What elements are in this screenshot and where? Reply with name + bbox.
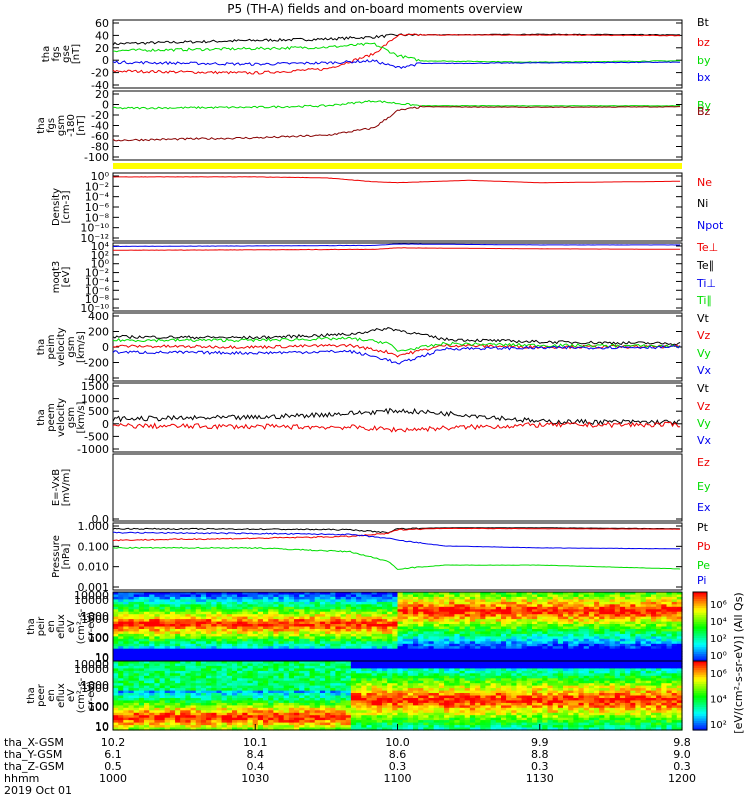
series-line-By xyxy=(113,101,680,110)
heatmap-ion xyxy=(113,592,683,662)
panel-ylabel: Pressure[nPa] xyxy=(51,535,72,578)
y-tick-label: -100 xyxy=(84,151,109,164)
series-line-Ne xyxy=(113,177,680,183)
legend-entry: Ti∥ xyxy=(696,294,712,307)
series-line-Pi xyxy=(113,532,680,549)
legend-entry: Vy xyxy=(697,417,711,430)
panel-frame xyxy=(113,313,682,381)
panel-frame xyxy=(113,91,682,160)
series-line-Te xyxy=(113,248,680,251)
legend-entry: Ti⊥ xyxy=(696,277,716,290)
series-line-Vz xyxy=(113,422,680,432)
panel-ylabel: Density[cm-3] xyxy=(51,188,72,226)
y-tick-label: 40 xyxy=(95,29,109,42)
y-tick-label: 1500 xyxy=(81,380,109,393)
series-line-Vt xyxy=(113,409,680,425)
legend-entry: Ne xyxy=(697,176,712,189)
series-line-Ti xyxy=(113,244,680,247)
legend-entry: by xyxy=(697,54,711,67)
legend-entry: Bt xyxy=(697,16,710,29)
y-tick-label: 20 xyxy=(95,42,109,55)
y-tick-label: 0.010 xyxy=(78,561,110,574)
legend-entry: Vy xyxy=(697,347,711,360)
legend-entry: Ez xyxy=(697,456,710,469)
y-tick-label: 1.000 xyxy=(78,520,110,533)
panel-density: Density[cm-3]10⁰10⁻²10⁻⁴10⁻⁶10⁻⁸10⁻¹⁰10⁻… xyxy=(51,170,724,245)
y-tick-label: 0 xyxy=(102,54,109,67)
series-line-Vy xyxy=(113,337,680,351)
panel-frame xyxy=(113,20,682,88)
ylabel-line: [eV] xyxy=(61,267,72,288)
y-tick-label: 0 xyxy=(102,418,109,431)
y-tick-label: 0.100 xyxy=(78,540,110,553)
legend-entry: Pi xyxy=(697,574,706,587)
ylabel-line: [nT] xyxy=(76,115,87,135)
series-line-Pe xyxy=(113,547,680,569)
legend-entry: Te⊥ xyxy=(696,241,718,254)
series-line-Vx xyxy=(113,346,680,364)
ylabel-line: [km/s] xyxy=(76,401,87,433)
series-line-bz xyxy=(113,34,680,74)
heatmap-electron xyxy=(113,661,683,731)
legend-entry: Pe xyxy=(697,559,710,572)
ylabel-line: [mV/m] xyxy=(61,469,72,507)
legend-entry: Vt xyxy=(697,382,710,395)
panel-ylabel: moqt3[eV] xyxy=(51,261,72,294)
legend-entry: bz xyxy=(697,36,710,49)
series-line-Pb xyxy=(113,528,680,540)
chart-title: P5 (TH-A) fields and on-board moments ov… xyxy=(227,2,523,16)
legend-entry: bx xyxy=(697,71,711,84)
series-line-bx xyxy=(113,60,680,68)
legend-entry: Ey xyxy=(697,480,711,493)
legend-entry: Npot xyxy=(697,219,724,232)
panel-pressure: Pressure[nPa]1.0000.1000.0100.001PtPbPeP… xyxy=(51,520,711,594)
panel-frame xyxy=(113,454,682,521)
ylabel-line: [cm-3] xyxy=(61,190,72,223)
y-tick-label: -500 xyxy=(84,430,109,443)
y-tick-label: -1000 xyxy=(77,443,109,456)
panel-frame xyxy=(113,243,682,311)
legend-entry: Vt xyxy=(697,312,710,325)
y-tick-label: 1000 xyxy=(81,393,109,406)
series-line-by xyxy=(113,43,680,62)
y-tick-label: -20 xyxy=(91,67,109,80)
legend-entry: Vx xyxy=(697,434,712,447)
legend-entry: Ex xyxy=(697,501,711,514)
ylabel-line: [nT] xyxy=(71,44,82,64)
y-tick-label: 60 xyxy=(95,17,109,30)
quality-flag-bar xyxy=(113,163,682,169)
legend-entry: Vz xyxy=(697,329,711,342)
series-line-Bz xyxy=(113,106,680,141)
legend-entry: Pb xyxy=(697,540,711,553)
legend-entry: Pt xyxy=(697,521,709,534)
y-tick-label: -200 xyxy=(84,357,109,370)
y-tick-label: 400 xyxy=(88,310,109,323)
ylabel-line: [nPa] xyxy=(61,543,72,569)
y-tick-label: 0 xyxy=(102,341,109,354)
panel-ylabel: E=-VxB[mV/m] xyxy=(51,469,72,507)
legend-entry: Bz xyxy=(697,105,711,118)
legend-entry: Vz xyxy=(697,400,711,413)
legend-entry: Te∥ xyxy=(696,259,714,272)
panel-moqt3: moqt3[eV]10⁴10²10⁰10⁻²10⁻⁴10⁻⁶10⁻⁸10⁻¹⁰T… xyxy=(51,240,718,315)
y-tick-label: 500 xyxy=(88,405,109,418)
legend-entry: Ni xyxy=(697,197,708,210)
series-line-Vt xyxy=(113,328,680,345)
y-tick-label: 200 xyxy=(88,326,109,339)
legend-entry: Vx xyxy=(697,364,712,377)
